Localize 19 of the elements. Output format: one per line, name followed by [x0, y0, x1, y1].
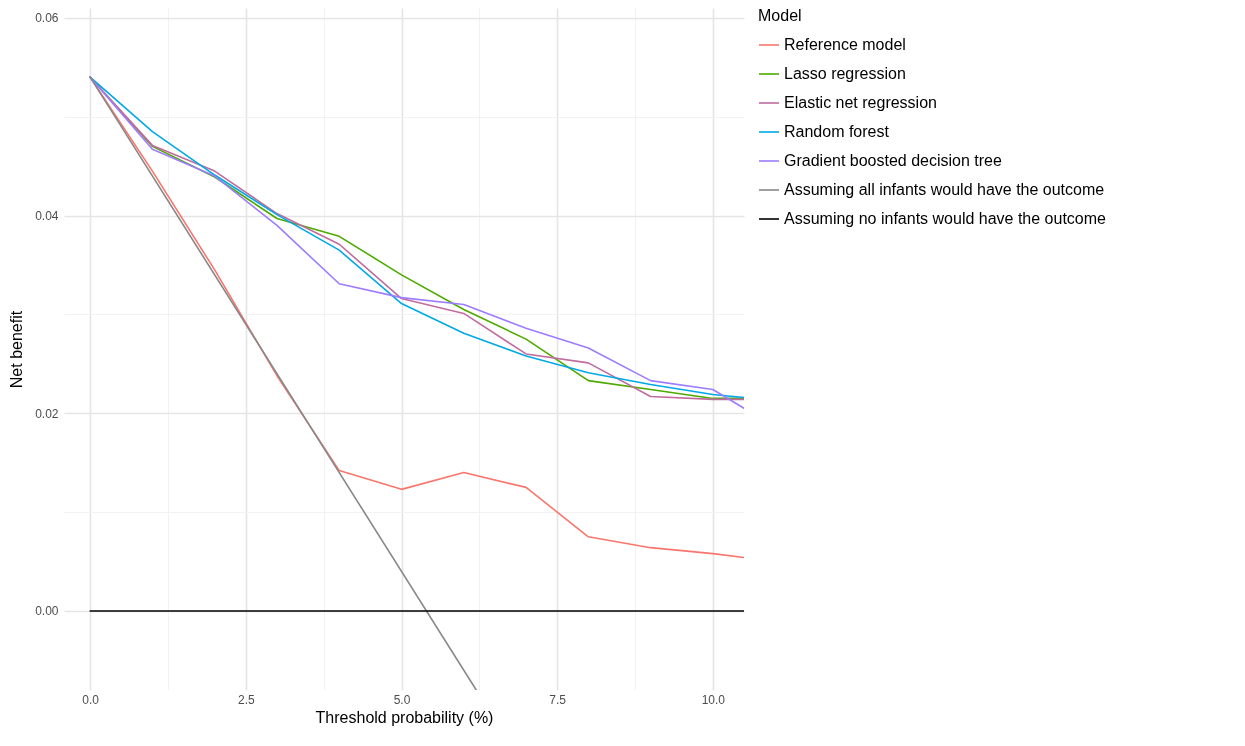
y-tick-label: 0.04 — [35, 209, 59, 224]
y-tick-label: 0.00 — [35, 604, 59, 619]
legend-label: Reference model — [784, 36, 906, 53]
x-tick-label: 5.0 — [393, 692, 411, 707]
y-tick-label: 0.06 — [35, 11, 59, 26]
x-tick-label: 10.0 — [701, 692, 726, 707]
legend-label: Random forest — [784, 123, 890, 140]
legend-title: Model — [758, 7, 802, 24]
legend-label: Lasso regression — [784, 65, 906, 82]
legend-label: Assuming all infants would have the outcome — [784, 181, 1105, 198]
y-tick-label: 0.02 — [35, 406, 59, 421]
x-axis-title: Threshold probability (%) — [315, 708, 494, 726]
y-axis-title: Net benefit — [8, 310, 26, 389]
legend-label: Elastic net regression — [784, 94, 937, 111]
x-tick-label: 0.0 — [82, 692, 100, 707]
legend-label: Assuming no infants would have the outcome — [784, 210, 1107, 227]
legend-label: Gradient boosted decision tree — [784, 152, 1003, 169]
x-tick-label: 2.5 — [237, 692, 255, 707]
x-tick-label: 7.5 — [549, 692, 567, 707]
